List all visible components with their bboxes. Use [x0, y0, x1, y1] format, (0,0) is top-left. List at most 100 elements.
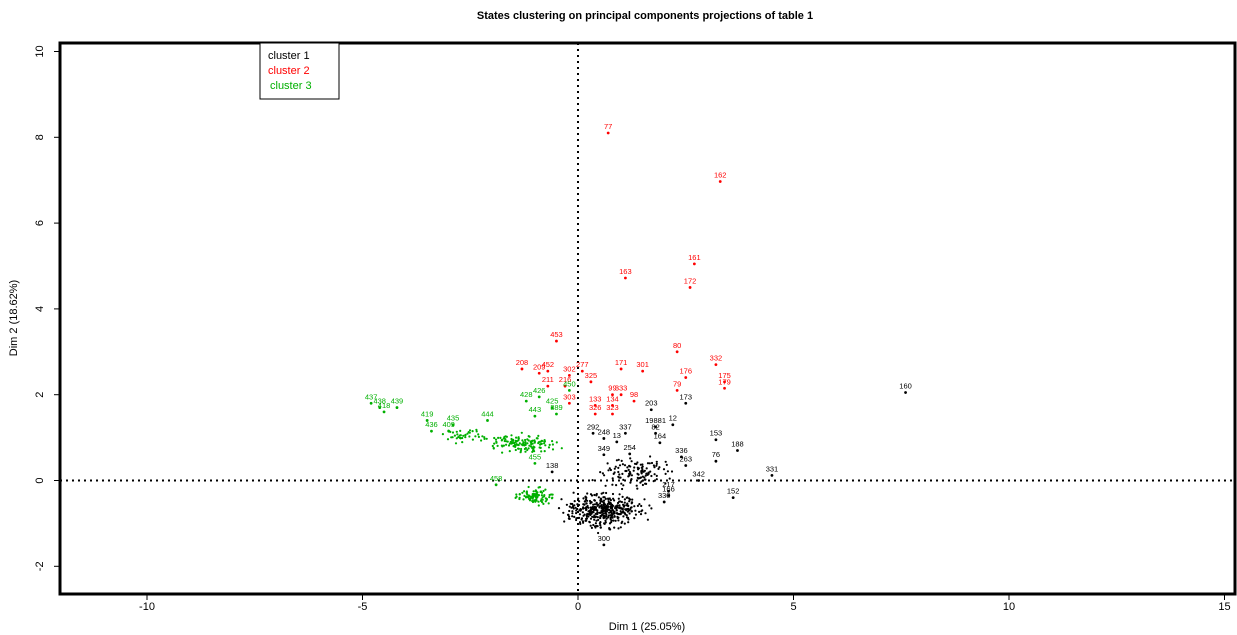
- cloud-point-cluster-1: [614, 465, 617, 468]
- cloud-point-cluster-1: [583, 500, 586, 503]
- point-label: 443: [529, 405, 542, 414]
- cloud-point-cluster-1: [612, 497, 615, 500]
- data-point: [533, 461, 537, 465]
- cloud-point-cluster-3: [485, 437, 488, 440]
- cloud-point-cluster-1: [604, 519, 607, 522]
- data-point: [718, 180, 722, 183]
- x-tick-label: 10: [1003, 601, 1015, 613]
- point-label: 209: [533, 362, 546, 371]
- cloud-point-cluster-1: [618, 513, 621, 516]
- cloud-point-cluster-3: [464, 434, 467, 437]
- cloud-point-cluster-1: [579, 522, 582, 526]
- cloud-point-cluster-1: [630, 506, 633, 509]
- cloud-point-cluster-1: [636, 487, 639, 490]
- cloud-point-cluster-1: [628, 500, 631, 503]
- cloud-point-cluster-3: [523, 494, 526, 497]
- point-label: 82: [651, 422, 659, 431]
- cloud-point-cluster-1: [630, 474, 634, 477]
- cloud-point-cluster-1: [639, 513, 643, 516]
- y-tick-label: 8: [34, 134, 46, 140]
- cloud-point-cluster-3: [451, 436, 454, 439]
- point-label: 330: [658, 491, 671, 500]
- cloud-point-cluster-3: [534, 490, 537, 493]
- cloud-point-cluster-1: [621, 463, 625, 466]
- cloud-point-cluster-3: [531, 499, 534, 503]
- cloud-point-cluster-1: [621, 472, 624, 475]
- cloud-point-cluster-3: [517, 436, 520, 439]
- point-cloud: [441, 428, 674, 535]
- cloud-point-cluster-1: [613, 471, 616, 474]
- cloud-point-cluster-1: [619, 500, 622, 503]
- cloud-point-cluster-1: [585, 508, 588, 511]
- data-point: [624, 431, 627, 435]
- cloud-point-cluster-1: [560, 498, 563, 501]
- cloud-point-cluster-1: [582, 521, 585, 524]
- y-axis-ticks: -2 0 2 4 6 8 10: [34, 45, 60, 571]
- cloud-point-cluster-1: [630, 460, 633, 463]
- cloud-point-cluster-1: [633, 505, 636, 508]
- cloud-point-cluster-3: [521, 439, 524, 442]
- cloud-point-cluster-1: [618, 476, 621, 479]
- cloud-point-cluster-1: [590, 526, 594, 530]
- cloud-point-cluster-1: [639, 463, 642, 466]
- cloud-point-cluster-1: [621, 495, 624, 498]
- cloud-point-cluster-3: [543, 450, 546, 453]
- cloud-point-cluster-1: [568, 509, 571, 513]
- point-label: 455: [529, 452, 542, 461]
- cloud-point-cluster-1: [611, 483, 614, 486]
- cloud-point-cluster-1: [603, 496, 606, 499]
- cloud-point-cluster-3: [531, 439, 534, 442]
- cloud-point-cluster-1: [628, 472, 631, 475]
- cloud-point-cluster-3: [471, 430, 474, 433]
- cloud-point-cluster-1: [608, 502, 611, 505]
- point-label: 171: [615, 358, 628, 367]
- cloud-point-cluster-3: [456, 433, 459, 436]
- point-label: 133: [589, 394, 602, 403]
- x-tick-label: 15: [1218, 601, 1230, 613]
- cloud-point-cluster-1: [640, 466, 643, 469]
- cloud-point-cluster-1: [644, 482, 647, 485]
- plot-frame: [58, 41, 1237, 596]
- cloud-point-cluster-1: [568, 505, 571, 508]
- point-label: 326: [589, 403, 602, 412]
- cloud-point-cluster-1: [625, 496, 628, 499]
- cloud-point-cluster-1: [632, 469, 635, 472]
- cloud-point-cluster-3: [524, 441, 527, 444]
- point-label: 325: [585, 371, 598, 380]
- point-label: 302: [563, 364, 576, 373]
- cloud-point-cluster-3: [514, 439, 517, 442]
- cloud-point-cluster-1: [602, 509, 606, 512]
- cloud-point-cluster-1: [620, 500, 624, 504]
- cloud-point-cluster-1: [591, 508, 595, 511]
- cloud-point-cluster-1: [646, 462, 650, 465]
- data-point: [555, 412, 558, 416]
- cloud-point-cluster-3: [526, 442, 529, 445]
- cloud-point-cluster-3: [457, 436, 460, 439]
- cloud-point-cluster-3: [480, 439, 483, 442]
- data-point: [382, 410, 386, 414]
- cloud-point-cluster-1: [621, 511, 624, 514]
- x-tick-label: -5: [358, 601, 368, 613]
- cloud-point-cluster-1: [636, 504, 640, 507]
- point-label: 80: [673, 341, 681, 350]
- cloud-point-cluster-1: [628, 470, 631, 473]
- cloud-point-cluster-3: [530, 441, 533, 444]
- cloud-point-cluster-3: [542, 489, 545, 493]
- cloud-point-cluster-1: [634, 509, 637, 512]
- data-point: [494, 483, 498, 487]
- data-point: [567, 373, 571, 377]
- cloud-point-cluster-1: [625, 514, 628, 517]
- point-label: 301: [636, 360, 649, 369]
- point-label: 77: [604, 122, 612, 131]
- cloud-point-cluster-1: [604, 511, 607, 515]
- cloud-point-cluster-3: [533, 446, 536, 449]
- data-point: [723, 386, 726, 390]
- cloud-point-cluster-3: [544, 500, 547, 503]
- cloud-point-cluster-1: [585, 502, 588, 505]
- cloud-point-cluster-1: [588, 510, 592, 513]
- cloud-point-cluster-1: [596, 503, 599, 506]
- cloud-point-cluster-3: [537, 500, 540, 503]
- cloud-point-cluster-3: [545, 497, 548, 501]
- cloud-point-cluster-1: [615, 509, 618, 512]
- cloud-point-cluster-1: [572, 504, 575, 507]
